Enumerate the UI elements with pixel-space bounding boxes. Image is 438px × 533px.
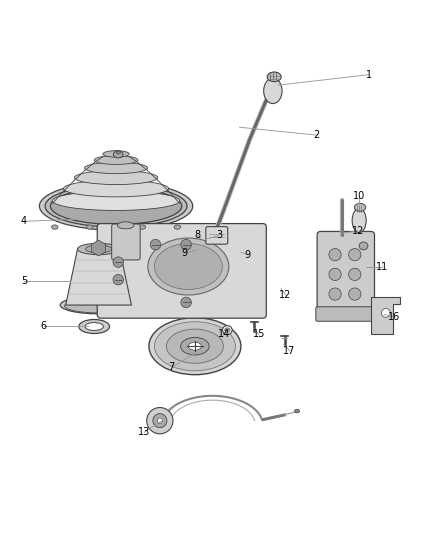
Ellipse shape: [188, 342, 201, 350]
Text: 8: 8: [194, 230, 200, 240]
Circle shape: [381, 309, 390, 317]
Ellipse shape: [154, 244, 222, 289]
Ellipse shape: [223, 326, 232, 334]
Ellipse shape: [116, 151, 120, 154]
Ellipse shape: [94, 156, 138, 165]
Circle shape: [181, 297, 191, 308]
Ellipse shape: [50, 188, 182, 224]
Circle shape: [349, 288, 361, 300]
Text: 10: 10: [353, 191, 365, 201]
Ellipse shape: [352, 208, 366, 232]
Ellipse shape: [148, 238, 229, 295]
Polygon shape: [371, 297, 400, 334]
Ellipse shape: [113, 151, 123, 158]
FancyBboxPatch shape: [206, 227, 228, 244]
Circle shape: [153, 414, 167, 427]
Text: 12: 12: [279, 290, 292, 300]
Circle shape: [349, 268, 361, 280]
Ellipse shape: [45, 185, 187, 227]
Circle shape: [181, 239, 191, 250]
Text: 11: 11: [376, 262, 388, 271]
Text: 1: 1: [366, 70, 372, 79]
Ellipse shape: [139, 225, 145, 229]
Circle shape: [150, 239, 161, 250]
Ellipse shape: [78, 243, 120, 255]
Ellipse shape: [52, 225, 58, 229]
Text: 13: 13: [138, 427, 151, 437]
Text: 6: 6: [41, 321, 47, 330]
Text: 15: 15: [253, 329, 265, 340]
Ellipse shape: [39, 182, 193, 230]
Text: 5: 5: [21, 276, 27, 286]
Text: 9: 9: [181, 248, 187, 259]
FancyBboxPatch shape: [317, 231, 374, 315]
Ellipse shape: [85, 245, 112, 253]
Circle shape: [113, 274, 124, 285]
Ellipse shape: [267, 72, 281, 82]
Text: 7: 7: [169, 362, 175, 372]
Ellipse shape: [74, 171, 158, 184]
Ellipse shape: [53, 191, 180, 211]
Circle shape: [113, 257, 124, 268]
Ellipse shape: [174, 225, 180, 229]
Ellipse shape: [294, 409, 300, 413]
Text: 16: 16: [388, 312, 400, 322]
Text: 4: 4: [21, 216, 27, 227]
Ellipse shape: [64, 180, 169, 197]
Ellipse shape: [180, 337, 209, 355]
Ellipse shape: [264, 78, 282, 103]
Ellipse shape: [60, 296, 137, 314]
Ellipse shape: [79, 319, 110, 334]
Text: 14: 14: [218, 329, 230, 340]
Ellipse shape: [85, 162, 148, 174]
Text: 9: 9: [244, 249, 251, 260]
Text: 17: 17: [283, 345, 296, 356]
Ellipse shape: [154, 322, 236, 371]
Ellipse shape: [85, 322, 103, 330]
Circle shape: [349, 248, 361, 261]
Ellipse shape: [117, 222, 134, 229]
Text: 3: 3: [216, 230, 222, 240]
FancyBboxPatch shape: [97, 223, 266, 318]
Text: 2: 2: [313, 130, 319, 140]
Circle shape: [329, 268, 341, 280]
Circle shape: [329, 288, 341, 300]
Circle shape: [147, 408, 173, 434]
Circle shape: [157, 418, 162, 423]
Ellipse shape: [86, 225, 93, 229]
Ellipse shape: [149, 318, 241, 375]
FancyBboxPatch shape: [112, 224, 140, 260]
Ellipse shape: [166, 329, 223, 364]
Ellipse shape: [64, 299, 132, 313]
Ellipse shape: [225, 328, 230, 332]
Text: 12: 12: [352, 225, 364, 236]
Ellipse shape: [354, 204, 366, 211]
Polygon shape: [66, 249, 131, 305]
Ellipse shape: [103, 151, 129, 157]
Circle shape: [329, 248, 341, 261]
FancyBboxPatch shape: [316, 307, 376, 321]
Ellipse shape: [359, 242, 368, 250]
